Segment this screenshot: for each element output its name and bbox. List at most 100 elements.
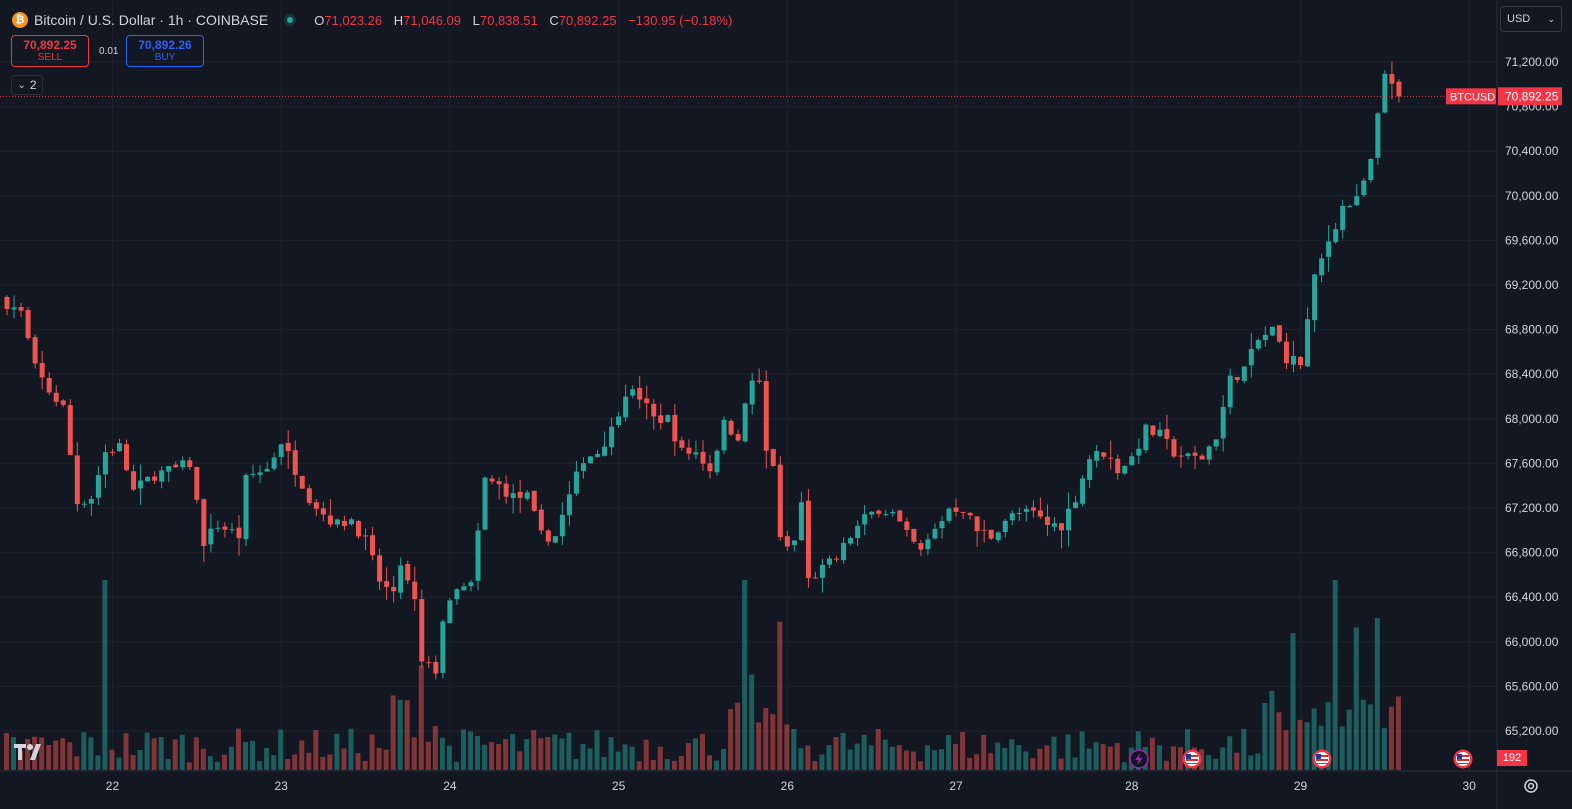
volume-bar: [285, 759, 291, 770]
candle-body: [630, 389, 636, 396]
candle-body: [812, 577, 818, 579]
candle-body: [587, 456, 593, 464]
candle-body: [1101, 452, 1107, 457]
candle-body: [728, 420, 734, 435]
candle-body: [1030, 507, 1036, 511]
volume-bar: [179, 734, 185, 770]
volume-bar: [482, 744, 488, 770]
volume-bar: [699, 733, 705, 770]
volume-bar: [446, 745, 452, 770]
candle-body: [707, 463, 713, 472]
candle-body: [665, 415, 671, 422]
price-axis-label: 69,200.00: [1505, 278, 1559, 292]
volume-bar: [678, 756, 684, 770]
candle-body: [876, 510, 882, 514]
volume-bar: [4, 733, 9, 770]
candle-body: [334, 519, 340, 525]
buy-button[interactable]: 70,892.26 BUY: [126, 35, 204, 67]
chevron-down-icon: ⌄: [1547, 13, 1555, 24]
candle-body: [848, 538, 854, 544]
sell-button[interactable]: 70,892.25 SELL: [11, 35, 89, 67]
volume-bar: [573, 759, 579, 770]
indicators-toggle-button[interactable]: ⌄ 2: [11, 75, 43, 95]
volume-bar: [1086, 748, 1092, 770]
candle-body: [890, 512, 896, 514]
candle-body: [1073, 502, 1079, 508]
candle-body: [827, 558, 833, 565]
time-axis-label: 27: [949, 779, 963, 793]
candle-body: [1178, 455, 1184, 457]
volume-bar: [292, 754, 298, 770]
candle-body: [995, 532, 1001, 541]
volume-bar: [988, 753, 994, 770]
candle-body: [1059, 523, 1064, 531]
volume-bar: [475, 735, 481, 770]
volume-bar: [109, 749, 115, 770]
candle-body: [348, 519, 354, 525]
candle-body: [391, 587, 397, 592]
volume-bar: [411, 737, 417, 770]
candle-body: [1051, 523, 1057, 527]
chevron-down-icon: ⌄: [17, 79, 26, 91]
high-value: 71,046.09: [403, 12, 462, 28]
volume-bar: [805, 745, 811, 770]
candle-body: [602, 446, 608, 456]
volume-bar: [1381, 727, 1387, 770]
candle-body: [1199, 455, 1205, 460]
candle-body: [510, 493, 516, 499]
candle-body: [1164, 429, 1170, 439]
indicators-count: 2: [29, 78, 37, 92]
candle-body: [1157, 429, 1163, 437]
volume-bar: [896, 745, 902, 770]
volume-bar: [186, 762, 192, 770]
volume-bar: [235, 728, 241, 770]
volume-bar: [278, 729, 284, 770]
candle-body: [791, 540, 797, 546]
volume-bar: [721, 748, 727, 770]
volume-bar: [1178, 747, 1184, 770]
us-flag-icon[interactable]: [1453, 749, 1473, 769]
bitcoin-icon: ₿: [12, 12, 28, 28]
volume-bar: [348, 728, 354, 770]
candle-body: [616, 416, 622, 426]
candle-body: [538, 509, 544, 531]
volume-bar: [798, 748, 804, 770]
volume-bar: [496, 744, 502, 770]
candle-body: [1171, 439, 1177, 457]
volume-bar: [784, 724, 790, 770]
volume-bar: [355, 753, 361, 770]
candle-body: [131, 471, 137, 490]
market-status-icon[interactable]: [284, 14, 297, 26]
volume-bar: [1227, 736, 1233, 770]
candle-body: [1087, 459, 1093, 481]
candle-body: [1220, 406, 1226, 439]
us-flag-icon[interactable]: [1312, 749, 1332, 769]
gear-icon[interactable]: [1522, 777, 1540, 795]
candle-body: [1037, 510, 1043, 517]
candle-body: [897, 510, 903, 522]
symbol-title[interactable]: Bitcoin / U.S. Dollar · 1h · COINBASE: [34, 12, 269, 28]
us-flag-icon[interactable]: [1182, 749, 1202, 769]
candle-body: [566, 494, 572, 516]
volume-bar: [123, 733, 129, 770]
candle-body: [1016, 513, 1022, 515]
tradingview-logo-icon[interactable]: [14, 744, 46, 760]
volume-bar: [116, 757, 122, 770]
candle-body: [1290, 355, 1296, 365]
candle-body: [32, 337, 38, 364]
candle-body: [39, 362, 45, 378]
volume-bar: [1332, 580, 1338, 770]
volume-bar: [1360, 699, 1366, 770]
lightning-icon[interactable]: [1129, 749, 1149, 769]
price-axis-label: 67,600.00: [1505, 456, 1559, 470]
time-axis-label: 26: [781, 779, 795, 793]
volume-bar: [1346, 709, 1352, 770]
candle-body: [159, 470, 165, 482]
candle-body: [1340, 205, 1346, 231]
currency-select[interactable]: USD ⌄: [1500, 6, 1562, 32]
volume-bar: [847, 749, 853, 770]
volume-bar: [882, 739, 888, 770]
candle-body: [447, 600, 453, 624]
